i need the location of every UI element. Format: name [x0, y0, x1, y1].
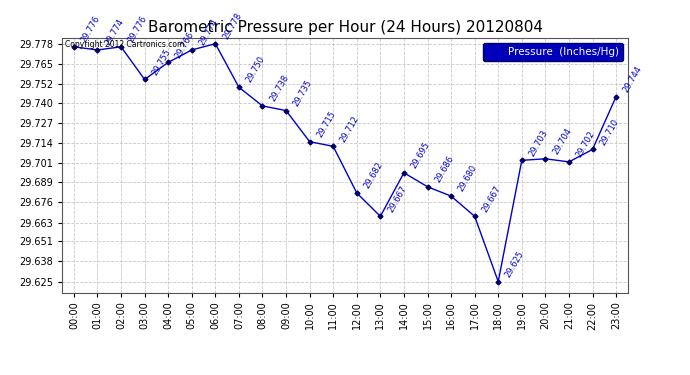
Text: 29.704: 29.704 — [551, 126, 573, 156]
Text: 29.755: 29.755 — [150, 47, 172, 77]
Legend: Pressure  (Inches/Hg): Pressure (Inches/Hg) — [482, 43, 622, 61]
Text: 29.774: 29.774 — [197, 18, 219, 47]
Text: 29.680: 29.680 — [457, 164, 479, 194]
Text: 29.744: 29.744 — [622, 64, 644, 94]
Text: 29.703: 29.703 — [527, 128, 550, 158]
Text: 29.625: 29.625 — [504, 249, 526, 279]
Text: 29.766: 29.766 — [174, 30, 196, 60]
Text: 29.735: 29.735 — [292, 78, 314, 108]
Text: Copyright 2012 Cartronics.com: Copyright 2012 Cartronics.com — [65, 40, 184, 49]
Title: Barometric Pressure per Hour (24 Hours) 20120804: Barometric Pressure per Hour (24 Hours) … — [148, 20, 542, 35]
Text: 29.710: 29.710 — [598, 117, 620, 147]
Text: 29.686: 29.686 — [433, 154, 455, 184]
Text: 29.750: 29.750 — [244, 55, 267, 84]
Text: 29.667: 29.667 — [386, 184, 408, 213]
Text: 29.738: 29.738 — [268, 73, 290, 103]
Text: 29.715: 29.715 — [315, 109, 337, 139]
Text: 29.695: 29.695 — [409, 140, 432, 170]
Text: 29.682: 29.682 — [362, 160, 385, 190]
Text: 29.702: 29.702 — [575, 129, 597, 159]
Text: 29.778: 29.778 — [221, 11, 244, 41]
Text: 29.774: 29.774 — [103, 18, 126, 47]
Text: 29.776: 29.776 — [79, 14, 102, 44]
Text: 29.712: 29.712 — [339, 114, 361, 144]
Text: 29.776: 29.776 — [126, 14, 149, 44]
Text: 29.667: 29.667 — [480, 184, 502, 213]
